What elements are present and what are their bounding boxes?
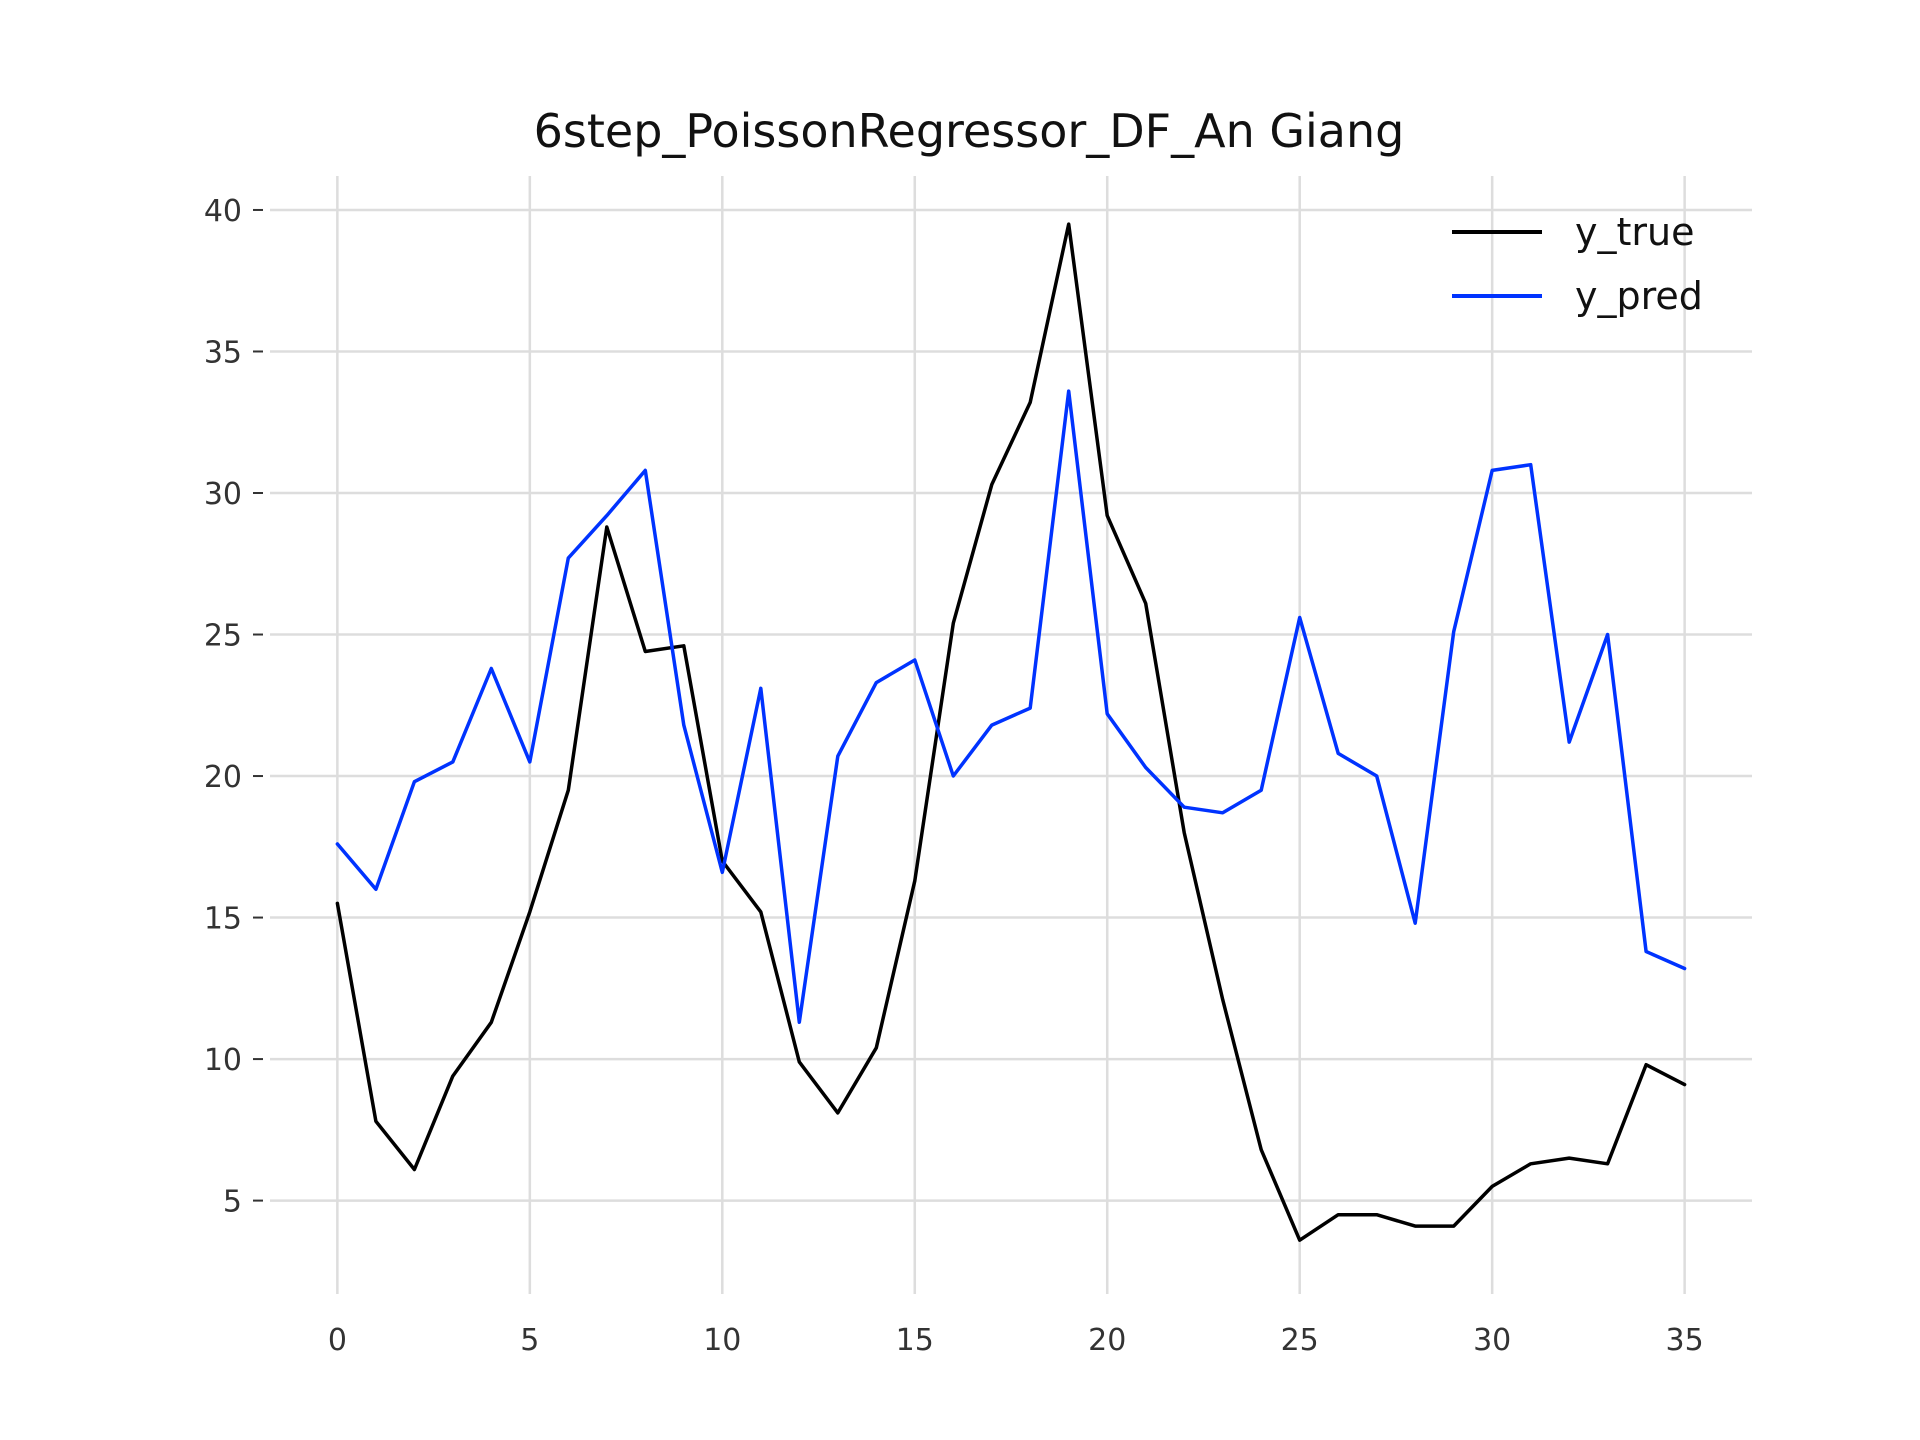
axis-ticks: 0 5 10 15 20 25 30 35 5 10 15 20 25 30 35 40: [204, 194, 1704, 1358]
series-lines: [335, 222, 1687, 1242]
series-line-y-true: [335, 222, 1687, 1242]
legend-label: y_pred: [1575, 274, 1703, 318]
y-tick-label: 40: [204, 194, 242, 229]
x-tick-label: 20: [1088, 1323, 1126, 1358]
series-line-y-pred: [335, 389, 1687, 1025]
x-tick-label: 25: [1281, 1323, 1319, 1358]
y-tick-label: 5: [223, 1185, 242, 1220]
y-tick-label: 10: [204, 1043, 242, 1078]
y-tick-label: 35: [204, 335, 242, 370]
x-tick-label: 10: [703, 1323, 741, 1358]
y-tick-label: 30: [204, 477, 242, 512]
x-tick-label: 30: [1473, 1323, 1511, 1358]
y-tick-label: 15: [204, 902, 242, 937]
legend: y_true y_pred: [1452, 210, 1703, 318]
legend-label: y_true: [1575, 210, 1694, 254]
y-tick-label: 20: [204, 760, 242, 795]
y-tick-label: 25: [204, 619, 242, 654]
x-tick-label: 35: [1666, 1323, 1704, 1358]
grid: [270, 176, 1752, 1294]
x-tick-label: 15: [896, 1323, 934, 1358]
x-tick-label: 5: [520, 1323, 539, 1358]
chart-title: 6step_PoissonRegressor_DF_An Giang: [534, 104, 1405, 158]
x-tick-label: 0: [328, 1323, 347, 1358]
